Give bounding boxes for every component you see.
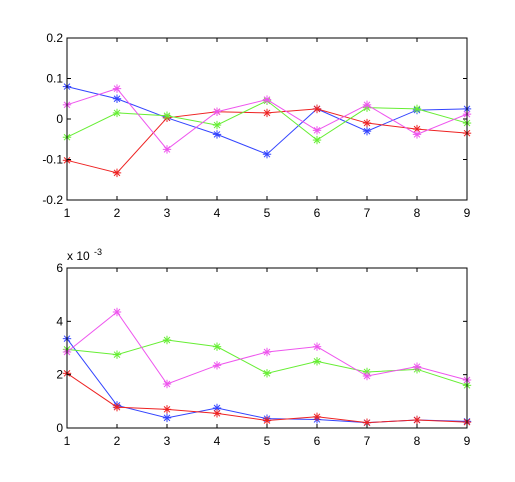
chart-bottom-xtick-label-2: 2: [114, 434, 121, 448]
chart-top-ytick-label-2: -0.1: [42, 153, 63, 167]
chart-bottom-series-2-point-6: [312, 412, 322, 421]
chart-bottom-xtick-label-3: 3: [164, 434, 171, 448]
y-exponent-label: x 10 -3: [67, 247, 102, 263]
chart-top: 1 2 3 4 5 6 7 8 9 -0.2 -0.1 0 0.1 0.2: [42, 31, 472, 220]
chart-top-ticks-layer: 1 2 3 4 5 6 7 8 9 -0.2 -0.1 0 0.1 0.2: [42, 31, 470, 220]
chart-bottom: 1 2 3 4 5 6 7 8 9 0 2 4 6 x 10 -3: [56, 247, 472, 448]
chart-bottom-series-layer: [62, 307, 472, 427]
chart-bottom-series-3-point-2: [112, 350, 122, 359]
chart-top-xtick-label-5: 5: [264, 206, 271, 220]
chart-bottom-ytick-label-3: 4: [56, 314, 63, 328]
chart-top-ytick-label-3: 0: [56, 112, 63, 126]
chart-bottom-xtick-label-4: 4: [214, 434, 221, 448]
chart-top-series-2-point-6: [312, 104, 322, 114]
chart-top-series-2-line: [66, 108, 468, 174]
chart-bottom-series-2-point-2: [112, 403, 122, 412]
chart-top-ytick-label-5: 0.2: [46, 31, 63, 45]
chart-top-series-3-line: [66, 100, 468, 141]
chart-top-series-1-point-7: [362, 126, 372, 136]
chart-top-xtick-label-2: 2: [114, 206, 121, 220]
chart-bottom-series-2-point-5: [262, 416, 272, 425]
chart-top-series-1-point-5: [262, 150, 272, 159]
chart-bottom-xtick-label-9: 9: [464, 434, 471, 448]
chart-top-series-layer: [62, 82, 472, 178]
chart-top-xtick-label-6: 6: [314, 206, 321, 220]
chart-bottom-xtick-label-8: 8: [414, 434, 421, 448]
chart-bottom-series-2-point-8: [412, 415, 422, 425]
chart-bottom-xtick-label-5: 5: [264, 434, 271, 448]
chart-top-series-3-point-4: [212, 120, 222, 130]
chart-top-xtick-label-1: 1: [64, 206, 71, 220]
chart-top-series-1-point-4: [212, 130, 222, 139]
chart-bottom-xtick-label-1: 1: [64, 434, 71, 448]
chart-bottom-series-1-point-4: [212, 403, 222, 413]
chart-bottom-series-4-point-4: [212, 361, 222, 370]
chart-bottom-series-3-point-3: [162, 335, 172, 345]
chart-bottom-xtick-label-7: 7: [364, 434, 371, 448]
chart-bottom-xtick-label-6: 6: [314, 434, 321, 448]
chart-top-series-4-point-8: [412, 130, 422, 139]
chart-top-ytick-label-4: 0.1: [46, 72, 63, 86]
chart-bottom-series-3-line: [66, 339, 468, 386]
y-exponent-power: -3: [94, 247, 102, 257]
chart-top-series-4-point-6: [312, 126, 322, 135]
chart-top-series-4-point-5: [262, 95, 272, 104]
chart-top-series-1-point-2: [112, 94, 122, 103]
chart-bottom-ytick-label-4: 6: [56, 261, 63, 275]
chart-top-ytick-label-1: -0.2: [42, 193, 63, 207]
chart-top-xtick-label-7: 7: [364, 206, 371, 220]
chart-bottom-series-4-point-3: [162, 379, 172, 389]
chart-top-xtick-label-3: 3: [164, 206, 171, 220]
chart-top-series-3-point-2: [112, 108, 122, 118]
chart-top-series-4-point-7: [362, 100, 372, 110]
chart-top-xtick-label-4: 4: [214, 206, 221, 220]
chart-top-series-4-point-4: [212, 107, 222, 116]
chart-bottom-ytick-label-2: 2: [56, 368, 63, 382]
chart-top-series-3-point-6: [312, 135, 322, 145]
chart-bottom-ticks-layer: 1 2 3 4 5 6 7 8 9 0 2 4 6: [56, 261, 470, 448]
chart-bottom-series-4-point-5: [262, 347, 272, 357]
chart-top-series-3-point-8: [412, 104, 422, 114]
chart-top-series-2-point-2: [112, 168, 122, 178]
chart-top-series-3-point-3: [162, 111, 172, 120]
chart-bottom-series-3-point-4: [212, 342, 222, 351]
chart-top-series-4-point-3: [162, 145, 172, 154]
chart-top-series-4-point-2: [112, 84, 122, 93]
chart-bottom-series-2-point-3: [162, 405, 172, 414]
chart-bottom-series-4-point-6: [312, 342, 322, 351]
chart-bottom-series-4-point-8: [412, 362, 422, 371]
y-exponent-base: x 10: [67, 249, 90, 263]
chart-bottom-series-2-point-4: [212, 409, 222, 418]
chart-bottom-series-3-point-6: [312, 357, 322, 366]
chart-bottom-series-1-point-3: [162, 413, 172, 423]
chart-top-series-2-point-5: [262, 108, 272, 118]
chart-top-axes-box: [66, 37, 468, 201]
chart-top-xtick-label-9: 9: [464, 206, 471, 220]
chart-bottom-series-3-point-5: [262, 369, 272, 378]
chart-top-series-2-point-7: [362, 118, 372, 128]
chart-top-xtick-label-8: 8: [414, 206, 421, 220]
chart-bottom-series-4-point-7: [362, 371, 372, 381]
chart-bottom-ytick-label-1: 0: [56, 421, 63, 435]
chart-bottom-series-4-point-2: [112, 307, 122, 317]
